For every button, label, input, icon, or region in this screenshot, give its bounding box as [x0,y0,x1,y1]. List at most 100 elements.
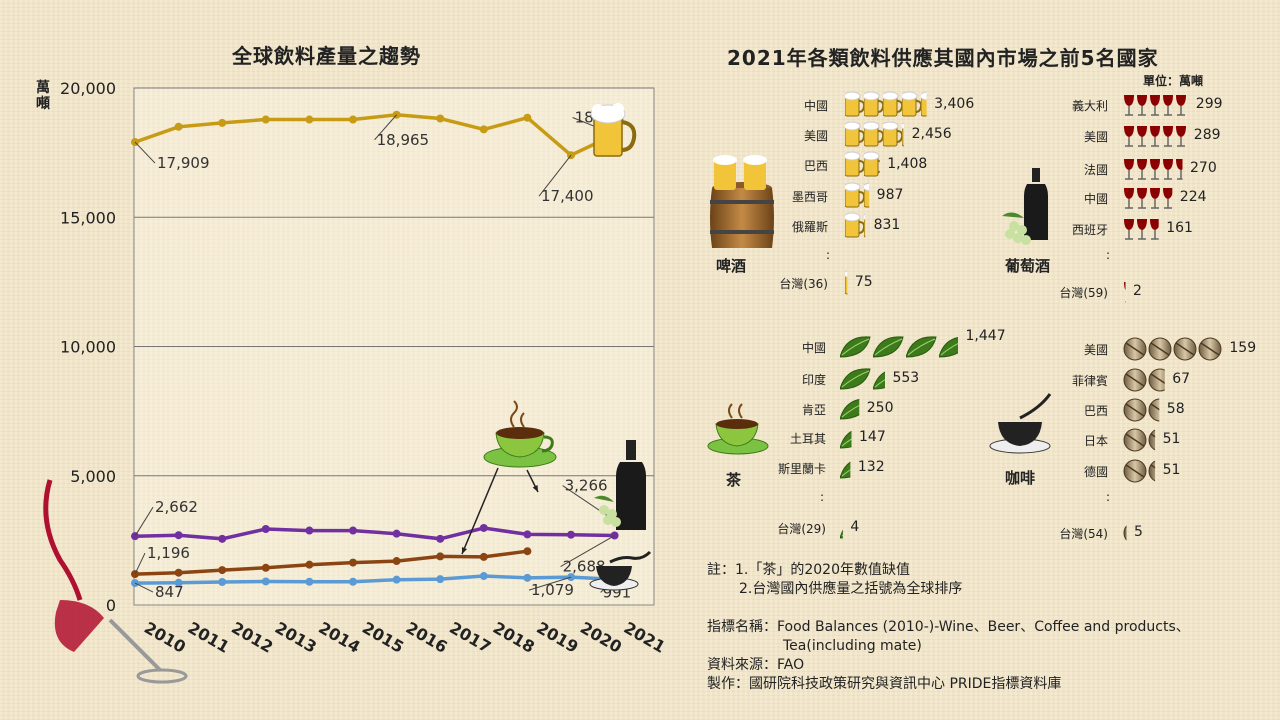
country-label: 日本 [1083,434,1108,448]
beer-pictogram-icon [845,121,866,147]
data-point-wine [261,563,270,572]
y-tick-label: 15,000 [60,208,116,227]
wine-category-label: 葡萄酒 [1005,257,1051,275]
y-axis-label: 噸 [36,95,50,112]
pointer-arrowhead [461,547,468,554]
wine-pictogram-icon [1150,159,1160,180]
beer-pictogram-icon [864,121,885,147]
coffee-pictogram-icon [1148,460,1156,482]
annotation-leader [560,535,615,567]
wine-pictogram-icon [1124,159,1134,180]
wine-pictogram-icon [1124,282,1126,303]
data-point-beer [218,118,227,127]
data-label: 17,400 [541,187,594,205]
x-tick-label: 2021 [621,618,669,657]
data-point-coffee [261,577,270,586]
data-point-tea [523,530,532,539]
coffee-pictogram-icon [1123,428,1147,452]
value-label: 161 [1166,220,1193,236]
data-point-tea [392,529,401,538]
x-tick-label: 2020 [577,618,625,657]
tea-pictogram-icon [840,336,871,358]
x-tick-label: 2014 [315,618,363,657]
country-label: 德國 [1083,465,1108,479]
wine-pictogram-icon [1176,159,1183,180]
x-tick-label: 2018 [490,618,538,657]
value-label: 75 [854,274,873,290]
tea-pictogram-icon [906,336,937,358]
wine-pictogram-icon [1150,219,1159,240]
wine-pictogram-icon [1124,188,1134,209]
country-label: 台灣(36) [779,277,828,291]
beer-pictogram-icon [883,91,904,117]
data-point-tea [479,523,488,532]
wine-pictogram-icon [1137,95,1147,116]
wine-glass-splash-icon [43,479,188,684]
country-label: 俄羅斯 [791,220,828,234]
x-tick-label: 2016 [403,618,451,657]
data-label: 2,662 [155,498,198,516]
data-label: 2,688 [563,558,606,576]
coffee-pictogram-icon [1148,368,1165,392]
annotation-leader [538,154,572,197]
tea-cup-small-icon [707,403,769,455]
data-point-beer [523,113,532,122]
wine-pictogram-icon [1150,188,1160,209]
value-label: 987 [876,187,904,203]
data-point-wine [436,552,445,561]
beer-pictogram-icon [864,182,870,208]
beer-pictogram-icon [845,182,866,208]
coffee-cup-icon [589,550,652,591]
country-label: 美國 [803,129,828,143]
tea-pictogram-icon [840,529,843,539]
value-label: 5 [1134,524,1143,540]
value-label: 51 [1162,462,1181,478]
coffee-pictogram-icon [1148,398,1160,422]
wine-pictogram-icon [1176,126,1186,147]
x-tick-label: 2012 [228,618,276,657]
tea-pictogram-icon [939,337,959,358]
indicator-name: 指標名稱：Food Balances (2010-)-Wine、Beer、Cof… [707,619,1190,635]
pointer-arrow [461,467,499,555]
data-point-wine [392,557,401,566]
annotation-leader [134,141,156,164]
note-line-2: 2.台灣國內供應量之括號為全球排序 [739,581,963,597]
wine-pictogram-icon [1124,95,1134,116]
annotation-leader [562,485,615,521]
country-label: 墨西哥 [791,190,828,204]
beer-barrel-icon [710,155,774,248]
value-label: 3,406 [934,96,975,112]
coffee-pictogram-icon [1123,337,1147,361]
value-label: 553 [892,370,920,386]
wine-pictogram-icon [1137,219,1147,240]
wine-pictogram-icon [1124,219,1134,240]
beer-pictogram-icon [864,91,885,117]
value-label: 831 [873,217,901,233]
beer-pictogram-icon [864,151,880,177]
annotation-leader [134,506,154,537]
data-point-coffee [174,578,183,587]
y-axis-label: 萬 [36,79,50,96]
data-point-wine [174,568,183,577]
data-point-coffee [479,572,488,581]
data-point-tea [218,534,227,543]
data-point-tea [567,530,575,539]
x-tick-label: 2017 [446,618,494,657]
value-label: 159 [1229,340,1257,356]
line-chart-title: 全球飲料產量之趨勢 [232,44,421,68]
wine-pictogram-icon [1137,126,1147,147]
beer-pictogram-icon [845,91,866,117]
annotation-leader [134,552,146,575]
tea-cup-icon [483,400,557,468]
data-label: 847 [155,583,184,601]
y-tick-label: 20,000 [60,79,116,98]
data-point-beer [305,115,314,124]
wine-pictogram-icon [1163,126,1173,147]
coffee-pictogram-icon [1123,459,1147,483]
data-label: 1,079 [531,581,574,599]
data-point-tea [436,534,445,543]
beer-pictogram-icon [845,151,866,177]
wine-pictogram-icon [1163,159,1173,180]
value-label: 4 [850,519,860,535]
data-point-coffee [392,575,401,584]
